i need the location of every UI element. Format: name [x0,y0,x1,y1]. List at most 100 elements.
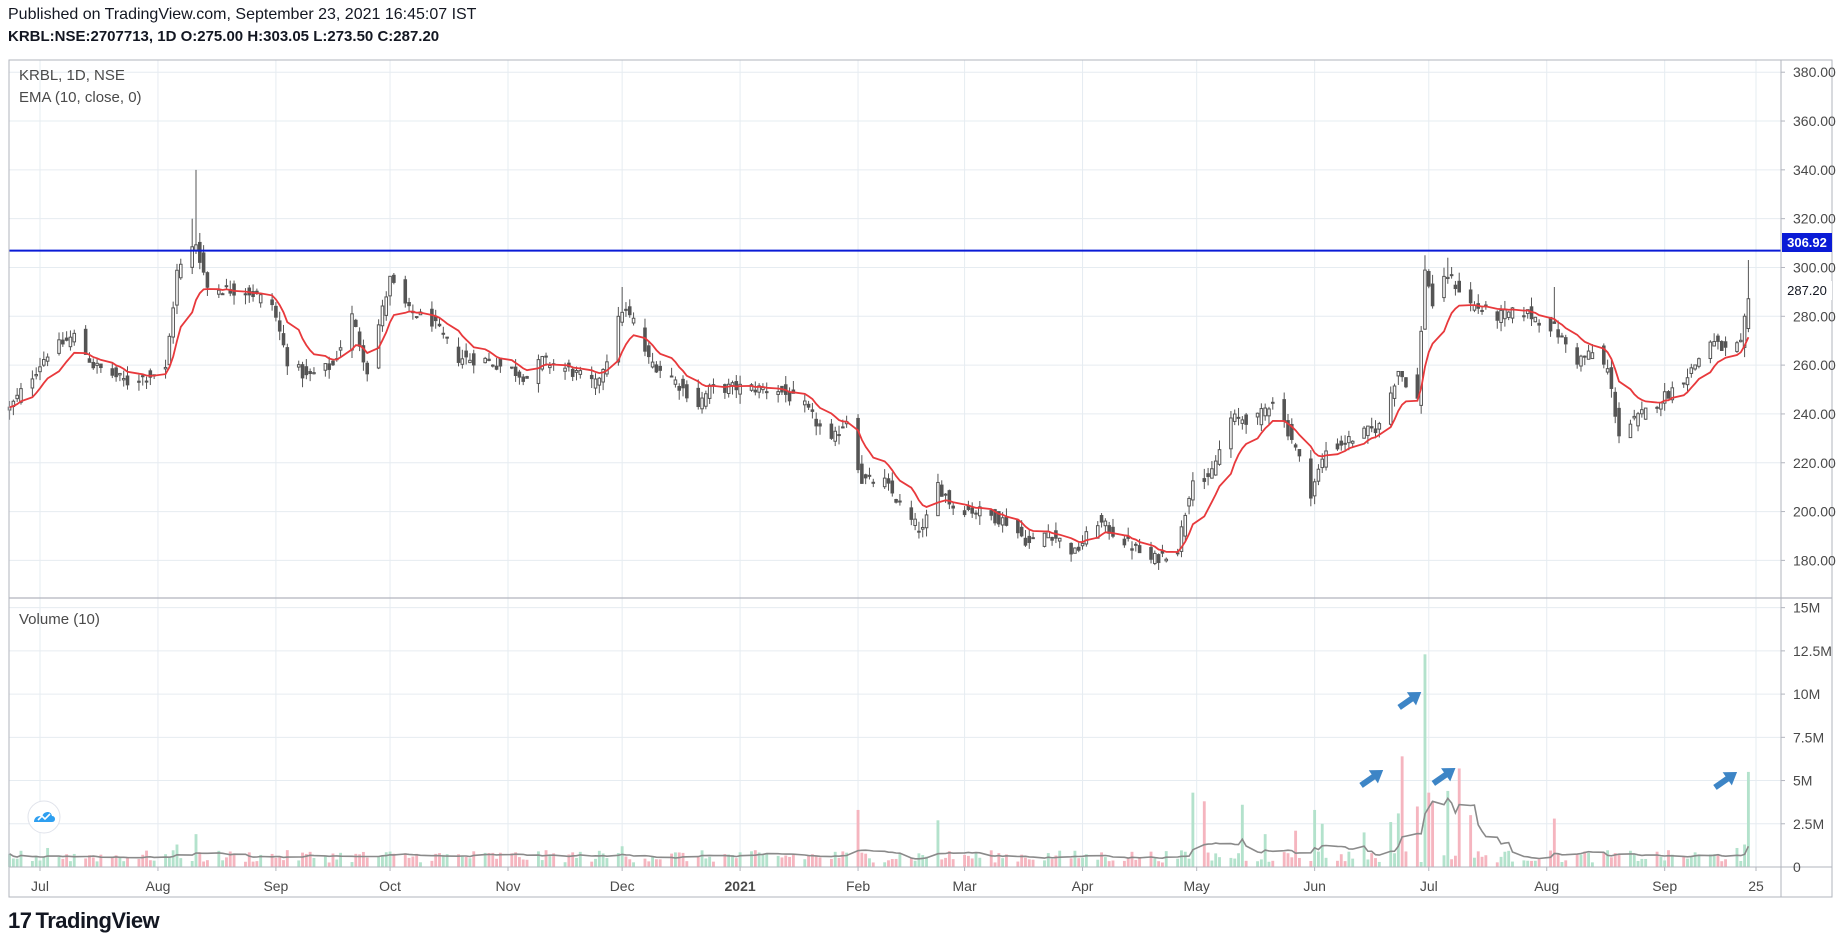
volume-bar [517,857,521,867]
volume-bar [575,857,578,867]
volume-bar [384,852,388,867]
candle [920,518,925,538]
volume-bar [1073,850,1077,867]
candle-body [1628,423,1633,439]
volume-bar [997,853,1001,867]
volume-bar [1187,858,1191,867]
candle-body [1404,377,1408,388]
candle [1640,401,1644,418]
candle-body [1004,516,1009,526]
volume-bar [1259,859,1263,867]
candle-body [1738,339,1743,343]
volume-bar [1663,860,1667,867]
candle [738,375,742,404]
candle [837,425,841,445]
candle-body [570,368,575,377]
candle-body [1312,481,1317,497]
badge-last-close: 287.20 [1782,281,1832,300]
volume-bar [1476,851,1480,867]
volume-bar [571,852,575,867]
candle-body [685,384,689,399]
candle-body [354,319,358,327]
volume-ma-path [9,797,1750,860]
arrow-shaft [1397,695,1414,710]
candle [384,291,389,321]
volume-bar [829,858,833,867]
candle-body [947,490,952,505]
volume-bar [1469,815,1473,867]
candle-body [361,345,366,363]
candle-body [91,361,96,369]
candle-body [205,272,210,288]
volume-bar [1290,857,1294,867]
candle [1605,359,1610,375]
candle-body [494,365,499,370]
candle-body [167,335,172,366]
volume-bar [255,861,259,867]
tradingview-logo[interactable]: 17 TradingView [8,908,160,934]
candle [1057,537,1062,549]
candle [308,368,312,382]
candle-body [1343,442,1347,445]
candle [414,316,419,319]
candle-body [837,434,841,437]
candle-body [1506,311,1511,318]
candle [1579,354,1583,372]
candle [1042,532,1047,548]
candle-body [1217,449,1222,465]
volume-bar [1450,859,1454,867]
volume-bar [1640,858,1644,867]
volume-bar [894,858,898,867]
candle-body [281,333,286,346]
candle [510,366,514,370]
volume-bar [510,853,514,867]
price-tick-label: 180.00 [1793,552,1836,568]
volume-bar [1743,844,1747,867]
candle-body [707,384,712,399]
candle-body [1419,330,1423,406]
volume-bar [1134,859,1138,867]
tv-logo-icon: 17 [8,908,32,933]
volume-bar [1682,856,1686,867]
candle [1240,416,1245,430]
volume-bar [1533,860,1537,867]
candle [936,473,940,517]
volume-bar [1324,857,1328,867]
volume-bar [1564,860,1568,867]
candle-body [15,394,19,400]
candle [1552,287,1557,324]
candle-body [1586,350,1591,360]
candle [1719,340,1724,351]
volume-bar [578,851,582,867]
volume-bar [270,853,274,867]
volume-bar [202,861,206,867]
candle-body [1449,274,1454,277]
volume-bar [833,851,837,867]
volume-bar [171,850,175,867]
candle [1111,518,1115,539]
candle-body [1579,355,1583,367]
low-value: 273.50 [327,28,374,45]
candle-body [30,378,35,389]
candle [723,383,727,399]
volume-bar [788,856,791,867]
candle [1350,440,1355,447]
candle-body [1388,392,1393,425]
candle [1666,390,1671,399]
candle-body [1156,554,1161,564]
volume-bar [1522,860,1526,867]
volume-bar [548,855,552,867]
arrow-shaft [1431,771,1449,786]
candle [487,352,491,362]
time-tick-label: Aug [1534,878,1559,894]
volume-bar [323,856,327,867]
price-tick-label: 300.00 [1793,259,1836,275]
tv-badge-icon[interactable] [27,800,61,834]
volume-bar [1579,854,1583,867]
legend-volume: Volume (10) [19,611,100,628]
candle-body [87,358,92,363]
candle-body [1708,341,1713,360]
volume-bar [1183,851,1187,867]
ohlc-header: KRBL:NSE:2707713, 1D O:275.00 H:303.05 L… [8,28,439,45]
